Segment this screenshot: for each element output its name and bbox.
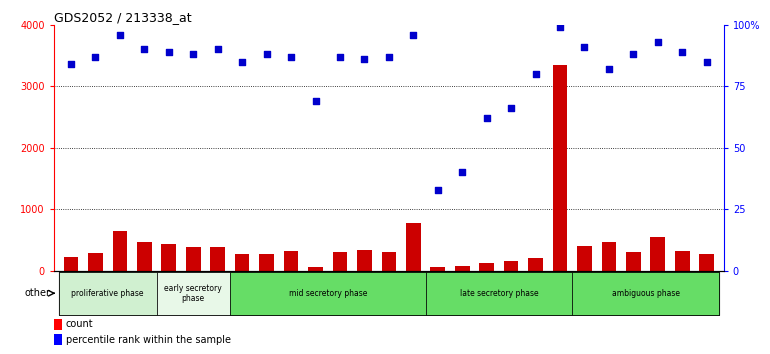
Point	[114, 32, 126, 38]
Point	[505, 105, 517, 111]
Bar	[283, 251, 299, 271]
Point	[480, 115, 493, 121]
Point	[285, 54, 297, 59]
Point	[628, 51, 640, 57]
Bar	[88, 253, 103, 271]
Point	[310, 98, 322, 104]
Point	[456, 170, 468, 175]
Bar	[577, 246, 592, 271]
Point	[603, 66, 615, 72]
Bar	[381, 252, 397, 271]
Bar	[54, 319, 62, 330]
Bar	[504, 261, 518, 271]
Bar	[626, 252, 641, 271]
Point	[89, 54, 102, 59]
Point	[676, 49, 688, 55]
Text: early secretory
phase: early secretory phase	[164, 284, 222, 303]
Bar	[426, 272, 572, 315]
Bar	[455, 266, 470, 271]
Point	[212, 47, 224, 52]
Bar	[675, 251, 690, 271]
Text: late secretory phase: late secretory phase	[460, 289, 538, 298]
Bar	[64, 257, 79, 271]
Bar	[210, 247, 225, 271]
Point	[65, 61, 77, 67]
Bar	[651, 237, 665, 271]
Point	[162, 49, 175, 55]
Point	[578, 44, 591, 50]
Point	[651, 39, 664, 45]
Bar	[479, 263, 494, 271]
Bar	[54, 335, 62, 346]
Point	[358, 56, 370, 62]
Bar	[259, 253, 274, 271]
Bar	[553, 65, 567, 271]
Bar	[137, 242, 152, 271]
Text: proliferative phase: proliferative phase	[72, 289, 144, 298]
Bar	[430, 267, 445, 271]
Point	[383, 54, 395, 59]
Point	[432, 187, 444, 193]
Bar	[601, 242, 616, 271]
Point	[554, 24, 566, 30]
Point	[701, 59, 713, 64]
Bar	[528, 258, 543, 271]
Bar	[162, 244, 176, 271]
Bar	[406, 223, 420, 271]
Bar	[333, 252, 347, 271]
Point	[407, 32, 420, 38]
Bar	[235, 253, 249, 271]
Text: GDS2052 / 213338_at: GDS2052 / 213338_at	[54, 11, 192, 24]
Point	[333, 54, 346, 59]
Bar	[59, 272, 156, 315]
Bar	[357, 250, 372, 271]
Point	[236, 59, 248, 64]
Bar	[186, 247, 201, 271]
Bar	[230, 272, 426, 315]
Bar	[112, 231, 127, 271]
Text: count: count	[66, 319, 94, 329]
Text: percentile rank within the sample: percentile rank within the sample	[66, 335, 231, 345]
Text: mid secretory phase: mid secretory phase	[289, 289, 367, 298]
Bar	[156, 272, 230, 315]
Point	[530, 71, 542, 77]
Text: ambiguous phase: ambiguous phase	[611, 289, 680, 298]
Bar	[308, 267, 323, 271]
Text: other: other	[24, 288, 50, 298]
Point	[260, 51, 273, 57]
Bar	[572, 272, 719, 315]
Bar	[699, 253, 714, 271]
Point	[138, 47, 150, 52]
Point	[187, 51, 199, 57]
